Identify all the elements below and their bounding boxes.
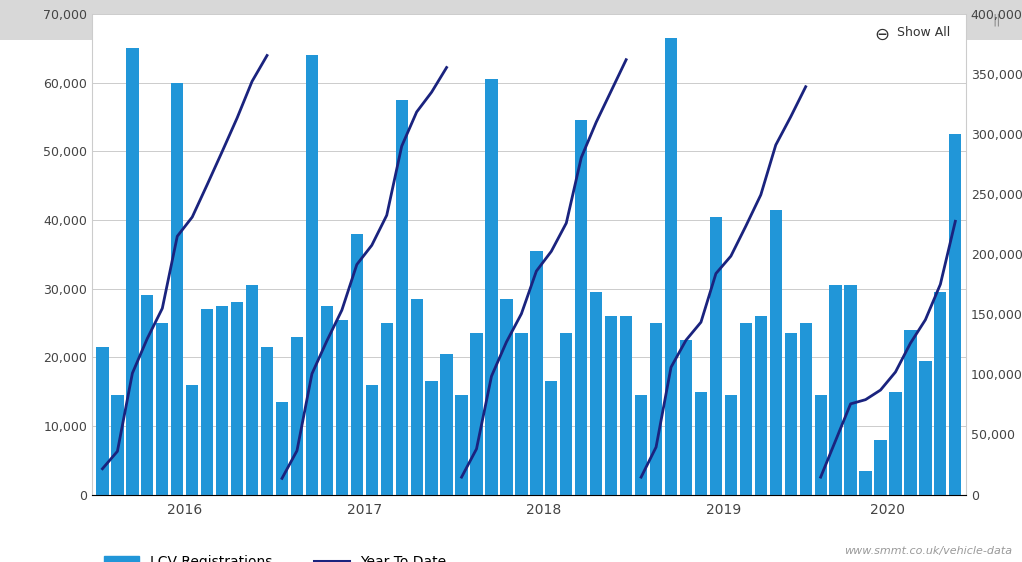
Bar — [740, 323, 752, 495]
Bar — [605, 316, 617, 495]
Bar — [815, 395, 827, 495]
Bar — [590, 292, 602, 495]
Bar — [545, 381, 557, 495]
Bar — [171, 83, 183, 495]
Bar — [306, 55, 318, 495]
Bar — [321, 306, 333, 495]
Text: ||: || — [992, 13, 1001, 27]
Bar — [366, 385, 378, 495]
Bar — [335, 320, 347, 495]
Bar — [889, 392, 901, 495]
Bar — [919, 361, 931, 495]
Bar — [665, 38, 678, 495]
Bar — [351, 234, 363, 495]
Bar — [680, 340, 692, 495]
Bar — [695, 392, 707, 495]
Bar — [96, 347, 108, 495]
Bar — [456, 395, 468, 495]
Text: www.smmt.co.uk/vehicle-data: www.smmt.co.uk/vehicle-data — [843, 546, 1012, 556]
Bar — [575, 120, 588, 495]
Bar — [380, 323, 392, 495]
Bar — [141, 296, 153, 495]
Bar — [501, 299, 513, 495]
Bar — [246, 285, 259, 495]
Bar — [844, 285, 856, 495]
Legend: LCV Registrations, Year To Date: LCV Registrations, Year To Date — [99, 550, 452, 562]
Bar — [127, 48, 139, 495]
Bar — [934, 292, 946, 495]
Bar — [949, 134, 962, 495]
Bar — [186, 385, 198, 495]
Bar — [291, 337, 304, 495]
Bar — [411, 299, 423, 495]
Text: ⊖: ⊖ — [874, 26, 889, 44]
Bar — [530, 251, 543, 495]
Bar — [470, 333, 482, 495]
Bar — [440, 354, 453, 495]
Bar — [635, 395, 647, 495]
Bar — [231, 302, 243, 495]
Bar — [515, 333, 527, 495]
Bar — [425, 381, 437, 495]
Bar — [830, 285, 842, 495]
Bar — [770, 210, 782, 495]
Bar — [754, 316, 766, 495]
Text: Show All: Show All — [897, 26, 950, 39]
Bar — [650, 323, 662, 495]
Bar — [216, 306, 228, 495]
Bar — [620, 316, 633, 495]
Bar — [485, 79, 498, 495]
Bar — [710, 216, 723, 495]
Text: ||: || — [497, 13, 505, 27]
Bar — [276, 402, 288, 495]
Bar — [156, 323, 169, 495]
Bar — [201, 309, 214, 495]
Bar — [904, 330, 917, 495]
Bar — [785, 333, 797, 495]
Bar — [560, 333, 572, 495]
Bar — [396, 100, 408, 495]
Bar — [725, 395, 737, 495]
Bar — [799, 323, 811, 495]
Bar — [261, 347, 273, 495]
Bar — [111, 395, 124, 495]
Bar — [875, 439, 887, 495]
Bar — [860, 470, 872, 495]
